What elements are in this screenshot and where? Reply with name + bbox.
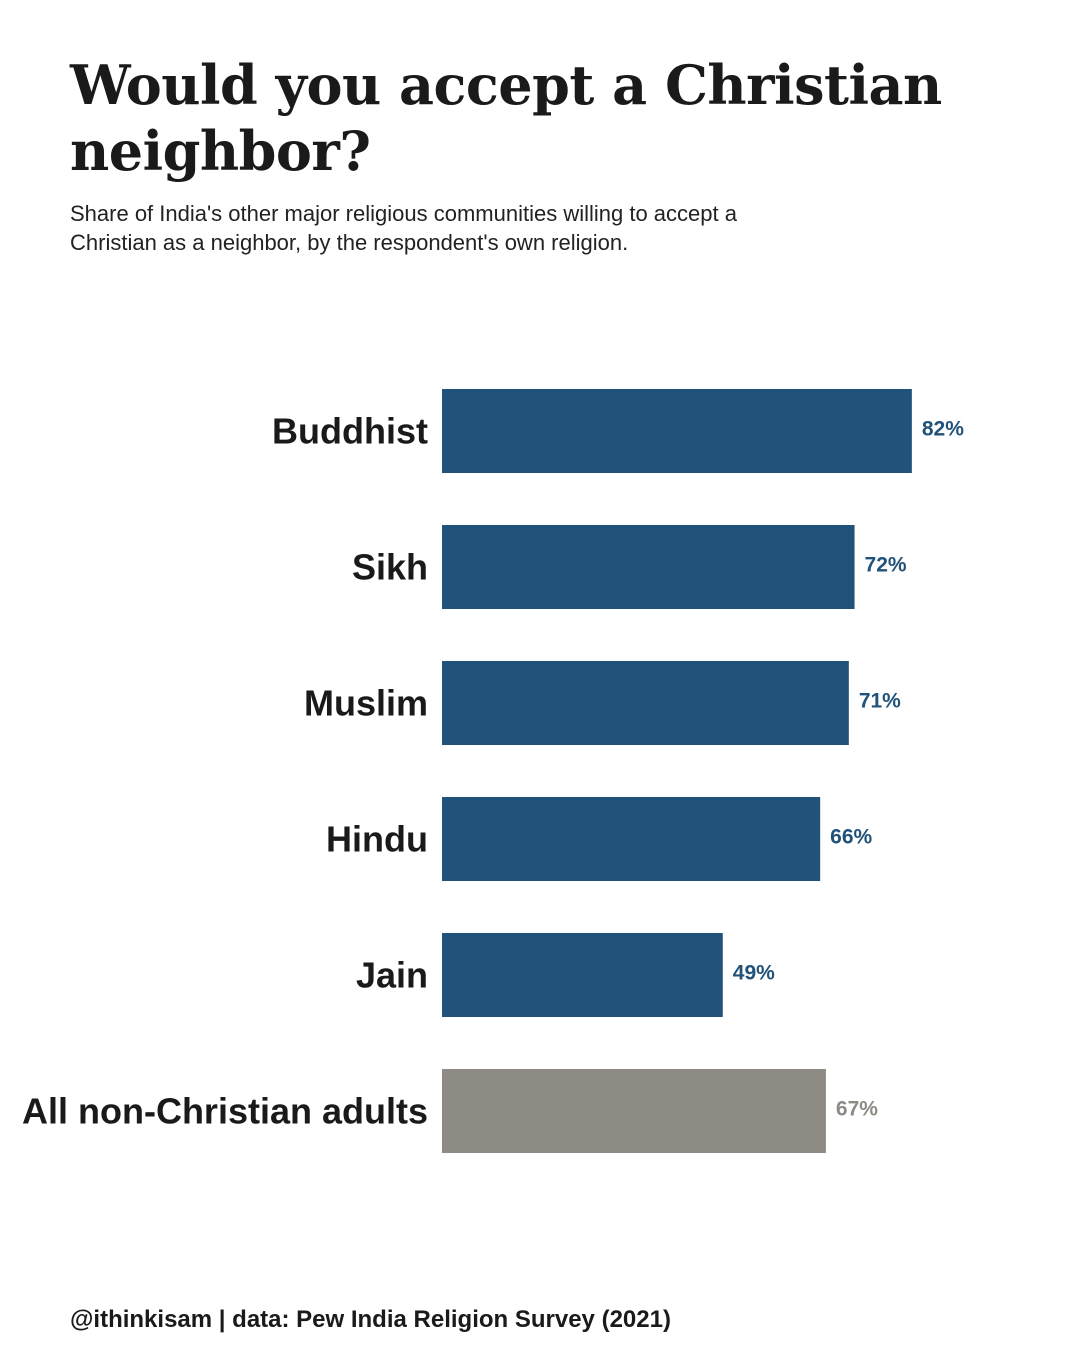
category-label: Hindu (326, 819, 428, 860)
category-label: All non-Christian adults (22, 1091, 428, 1132)
category-label: Muslim (304, 683, 428, 724)
bar-group: Buddhist 82% (272, 389, 964, 473)
bar-all-non-christian-adults (442, 1069, 826, 1153)
value-label: 66% (830, 826, 872, 849)
bar-group: Muslim 71% (304, 661, 901, 745)
value-label: 72% (865, 554, 907, 577)
bar-group: All non-Christian adults 67% (22, 1069, 878, 1153)
bar-hindu (442, 797, 821, 881)
bar-muslim (442, 661, 849, 745)
value-label: 67% (836, 1098, 878, 1121)
value-label: 49% (733, 962, 775, 985)
bar-group: Hindu 66% (326, 797, 873, 881)
chart-subtitle: Share of India's other major religious c… (70, 201, 737, 255)
chart-title: Would you accept a Christian neighbor? (70, 53, 942, 183)
category-label: Jain (356, 955, 428, 996)
value-label: 82% (922, 418, 964, 441)
source-caption: @ithinkisam | data: Pew India Religion S… (70, 1306, 671, 1333)
bar-sikh (442, 525, 855, 609)
bar-buddhist (442, 389, 912, 473)
category-label: Sikh (352, 547, 428, 588)
bar-group: Sikh 72% (352, 525, 907, 609)
category-label: Buddhist (272, 411, 428, 452)
value-label: 71% (859, 690, 901, 713)
bar-group: Jain 49% (356, 933, 775, 1017)
bar-jain (442, 933, 723, 1017)
